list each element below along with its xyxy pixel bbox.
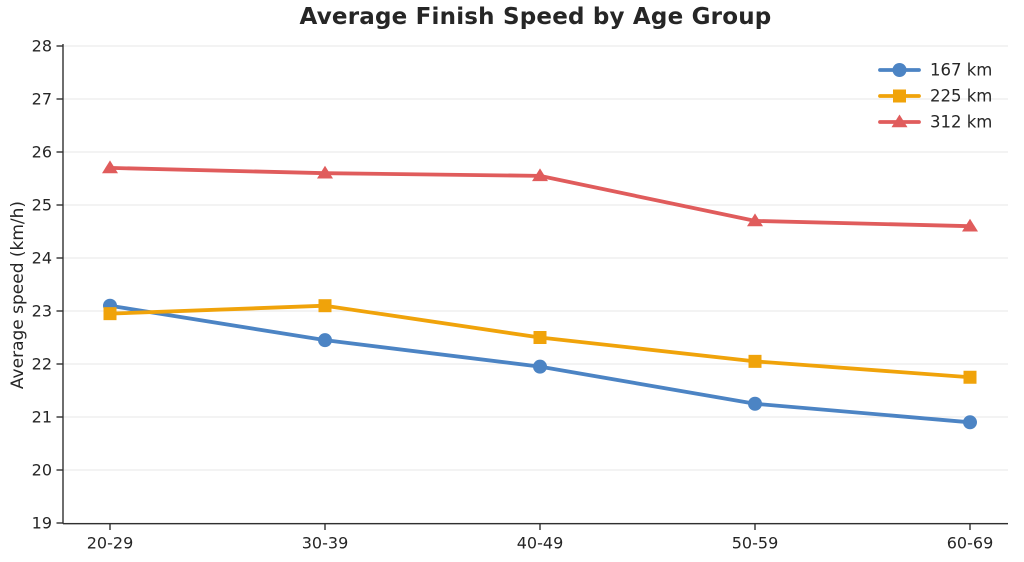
data-point-167-km [963,415,977,430]
legend-swatch-marker-167-km [892,63,907,77]
legend-swatch-marker-312-km [891,114,908,128]
x-tick-label: 50-59 [732,534,779,553]
data-point-312-km [747,213,763,227]
legend-label-225-km: 225 km [930,87,992,106]
y-tick-label: 24 [32,249,52,268]
chart-title: Average Finish Speed by Age Group [299,4,772,30]
legend-swatch-marker-225-km [893,89,906,103]
data-point-225-km [748,354,762,368]
data-point-167-km [318,333,332,348]
y-tick-label: 22 [32,355,52,374]
data-point-225-km [103,307,117,321]
data-point-312-km [317,165,333,179]
data-point-167-km [748,396,762,411]
y-tick-label: 19 [32,514,52,533]
data-point-312-km [102,160,118,174]
y-tick-label: 25 [32,196,52,215]
x-tick-label: 20-29 [87,534,134,553]
data-point-225-km [963,370,977,384]
data-point-167-km [533,359,547,374]
data-point-312-km [532,168,548,182]
y-tick-label: 23 [32,302,52,321]
y-tick-label: 28 [32,37,52,56]
y-tick-label: 20 [32,461,52,480]
y-tick-label: 27 [32,90,52,109]
x-tick-label: 30-39 [302,534,349,553]
data-point-312-km [962,218,978,232]
legend-label-312-km: 312 km [930,113,992,132]
data-point-225-km [318,299,332,313]
y-tick-label: 21 [32,408,52,427]
y-tick-label: 26 [32,143,52,162]
data-point-225-km [533,331,547,344]
x-tick-label: 40-49 [517,534,564,553]
x-tick-label: 60-69 [947,534,994,553]
legend-label-167-km: 167 km [930,61,992,80]
